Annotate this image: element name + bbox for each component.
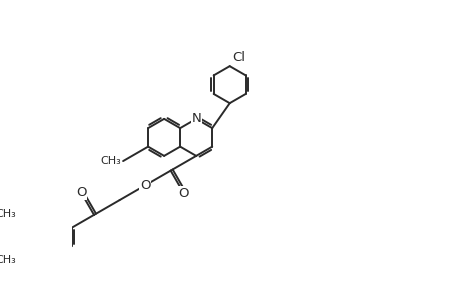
Text: O: O <box>140 179 150 192</box>
Text: O: O <box>178 187 189 200</box>
Text: Cl: Cl <box>232 52 245 64</box>
Text: CH₃: CH₃ <box>0 209 16 220</box>
Text: CH₃: CH₃ <box>100 156 121 166</box>
Text: O: O <box>76 186 86 199</box>
Text: CH₃: CH₃ <box>0 255 16 265</box>
Text: N: N <box>191 112 201 125</box>
